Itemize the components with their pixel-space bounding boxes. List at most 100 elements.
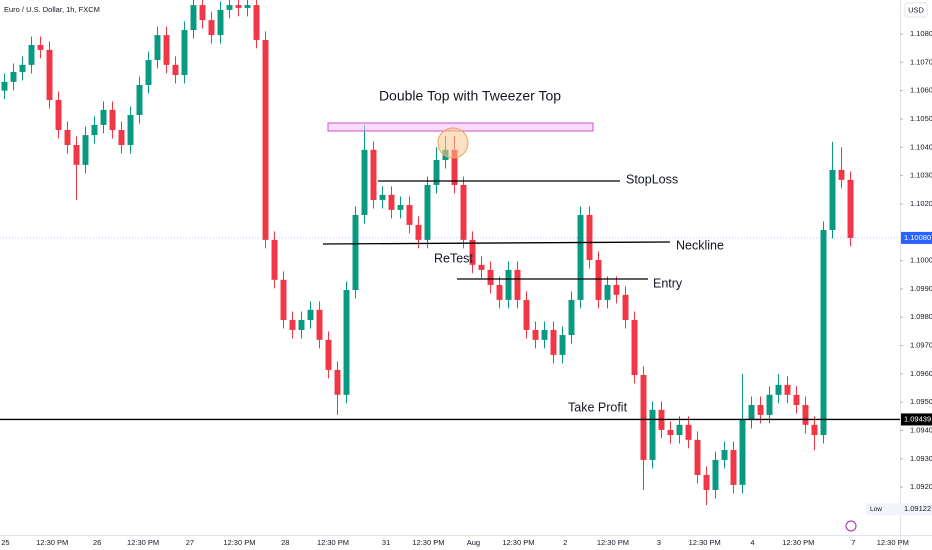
y-tick-label: 1.09600 [910, 369, 932, 378]
retest-label: ReTest [434, 251, 473, 265]
take-profit-box [901, 413, 932, 426]
y-tick-label: 1.09800 [910, 312, 932, 321]
low-price: 1.09122 [904, 504, 931, 513]
candle-body [739, 420, 746, 485]
candle-body [775, 384, 782, 395]
candle-body [766, 394, 773, 415]
x-tick-label: 12:30 PM [223, 538, 255, 547]
candle-body [622, 294, 629, 321]
plot [0, 0, 900, 505]
candle-body [586, 214, 593, 260]
candle-body [19, 64, 26, 72]
event-icon[interactable] [845, 520, 857, 532]
candle-body [703, 474, 710, 490]
candle-body [397, 205, 404, 210]
x-tick-label: 31 [382, 538, 390, 547]
entry-label: Entry [653, 276, 683, 290]
candle-body [388, 194, 395, 210]
candle-body [487, 269, 494, 285]
currency: USD [908, 5, 924, 14]
candle-body [757, 405, 764, 415]
low-box [866, 503, 932, 516]
candle-body [721, 450, 728, 460]
candle-body [91, 124, 98, 136]
candle-body [694, 439, 701, 475]
candle-body [640, 374, 647, 460]
candle-body [802, 405, 809, 425]
candle-body [424, 184, 431, 240]
candle-body [325, 339, 332, 370]
candle-body [712, 459, 719, 490]
candle-body [649, 409, 656, 460]
candle-body [235, 5, 242, 8]
candle-body [433, 160, 440, 185]
x-tick-label: 12:30 PM [412, 538, 444, 547]
candle-body [163, 35, 170, 65]
candle-body [271, 239, 278, 280]
candle-body [631, 320, 638, 375]
neckline-label: Neckline [676, 238, 724, 252]
candle-body [820, 229, 827, 436]
candle-body [253, 5, 260, 40]
candle-body [154, 35, 161, 61]
candle-body [541, 329, 548, 340]
candle-body [496, 284, 503, 300]
candle-body [361, 149, 368, 215]
last-price-label: 1.10080 [904, 233, 931, 242]
candle-body [667, 429, 674, 436]
candle-body [811, 424, 818, 436]
candle-body [352, 214, 359, 291]
candle-body [451, 149, 458, 185]
candle-body [478, 264, 485, 270]
x-tick-label: 12:30 PM [317, 538, 349, 547]
x-tick-label: 26 [93, 538, 101, 547]
candle-body [595, 259, 602, 300]
candle-body [469, 239, 476, 265]
candle-body [100, 109, 107, 125]
low-name: Low [870, 506, 882, 513]
y-tick-label: 1.10800 [910, 29, 932, 38]
candle-body [55, 99, 62, 130]
x-tick-label: 12:30 PM [36, 538, 68, 547]
x-tick-label: 25 [1, 538, 9, 547]
y-tick-label: 1.09500 [910, 397, 932, 406]
candle-body [262, 39, 269, 240]
y-tick-label: 1.09400 [910, 425, 932, 434]
take-profit-price: 1.09439 [904, 414, 931, 423]
x-tick-label: 27 [186, 538, 194, 547]
candle-body [784, 384, 791, 395]
y-tick-label: 1.09700 [910, 341, 932, 350]
x-tick-label: 12:30 PM [127, 538, 159, 547]
candle-body [676, 424, 683, 436]
x-tick-label: 7 [851, 538, 855, 547]
y-tick-label: 1.09200 [910, 482, 932, 491]
currency-box[interactable] [904, 2, 928, 18]
candle-body [28, 45, 35, 65]
pattern-label: Double Top with Tweezer Top [379, 88, 561, 104]
candle-body [118, 129, 125, 146]
candle-body [298, 320, 305, 330]
candle-body [199, 5, 206, 21]
candle-body [379, 194, 386, 200]
candle-body [577, 214, 584, 300]
candle-body [316, 309, 323, 340]
stoploss-label: StopLoss [626, 172, 678, 186]
candle-body [307, 309, 314, 321]
axes: 1.10800 1.10700 1.10600 1.10500 1.10400 1.103… [1, 29, 932, 547]
candle-body [523, 299, 530, 330]
candle-body [226, 5, 233, 10]
candle-body [181, 30, 188, 76]
candle-body [109, 109, 116, 130]
candle-body [10, 71, 17, 82]
x-tick-label: 12:30 PM [877, 538, 909, 547]
symbol-title: Euro / U.S. Dollar, 1h, FXCM [4, 5, 100, 14]
y-tick-label: 1.09300 [910, 454, 932, 463]
candle-body [280, 279, 287, 321]
candle-body [82, 135, 89, 165]
candle-body [127, 114, 134, 146]
y-tick-label: 1.10700 [910, 57, 932, 66]
candle-body [604, 284, 611, 300]
candle-body [136, 84, 143, 115]
